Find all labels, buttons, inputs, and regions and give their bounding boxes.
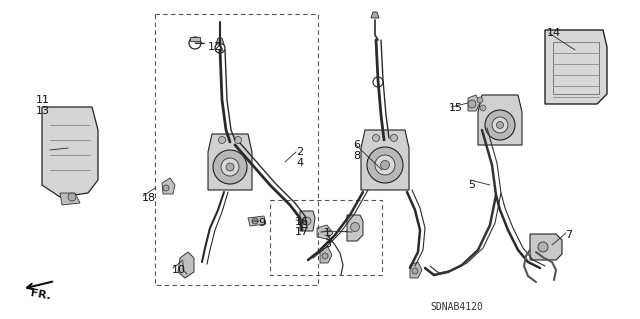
Text: 17: 17 [295, 227, 309, 237]
Polygon shape [190, 37, 200, 41]
Circle shape [351, 222, 360, 232]
Text: 1
3: 1 3 [324, 228, 331, 249]
Polygon shape [216, 38, 224, 44]
Text: 6
8: 6 8 [353, 140, 360, 161]
Text: 7: 7 [565, 230, 572, 240]
Circle shape [234, 137, 241, 144]
Text: 16: 16 [295, 217, 309, 227]
Circle shape [497, 122, 504, 129]
Circle shape [303, 217, 311, 225]
Polygon shape [300, 211, 315, 231]
Polygon shape [162, 178, 175, 194]
Circle shape [381, 160, 390, 169]
Text: 12: 12 [208, 42, 222, 52]
Text: 10: 10 [172, 265, 186, 275]
Polygon shape [317, 225, 333, 239]
Polygon shape [42, 107, 98, 197]
Text: 15: 15 [449, 103, 463, 113]
Polygon shape [530, 234, 562, 260]
Circle shape [163, 185, 169, 191]
Polygon shape [361, 130, 409, 190]
Circle shape [218, 137, 225, 144]
Circle shape [372, 135, 380, 142]
Circle shape [390, 135, 397, 142]
Circle shape [68, 193, 76, 201]
Circle shape [226, 163, 234, 171]
Text: SDNAB4120: SDNAB4120 [430, 302, 483, 312]
Polygon shape [371, 12, 379, 18]
Circle shape [480, 105, 486, 111]
Circle shape [538, 242, 548, 252]
Circle shape [468, 100, 476, 108]
Polygon shape [545, 30, 607, 104]
Bar [553, 42, 599, 94]
Circle shape [485, 110, 515, 140]
Polygon shape [320, 247, 332, 263]
Polygon shape [60, 193, 80, 205]
Circle shape [492, 117, 508, 133]
Polygon shape [468, 95, 480, 111]
Text: 5: 5 [468, 180, 475, 190]
Circle shape [375, 155, 395, 175]
Text: 2
4: 2 4 [296, 147, 303, 168]
Circle shape [367, 147, 403, 183]
Circle shape [412, 268, 418, 274]
Circle shape [322, 253, 328, 259]
Text: 9: 9 [258, 218, 265, 228]
Circle shape [221, 158, 239, 176]
Polygon shape [347, 215, 363, 241]
Polygon shape [178, 252, 194, 278]
Polygon shape [478, 95, 522, 145]
Circle shape [252, 218, 258, 224]
Text: 18: 18 [142, 193, 156, 203]
Text: 14: 14 [547, 28, 561, 38]
Polygon shape [208, 134, 252, 190]
Polygon shape [410, 262, 422, 278]
Text: FR.: FR. [30, 288, 52, 301]
Circle shape [213, 150, 247, 184]
Text: 11
13: 11 13 [36, 95, 50, 116]
Circle shape [477, 97, 483, 103]
Polygon shape [248, 216, 266, 226]
